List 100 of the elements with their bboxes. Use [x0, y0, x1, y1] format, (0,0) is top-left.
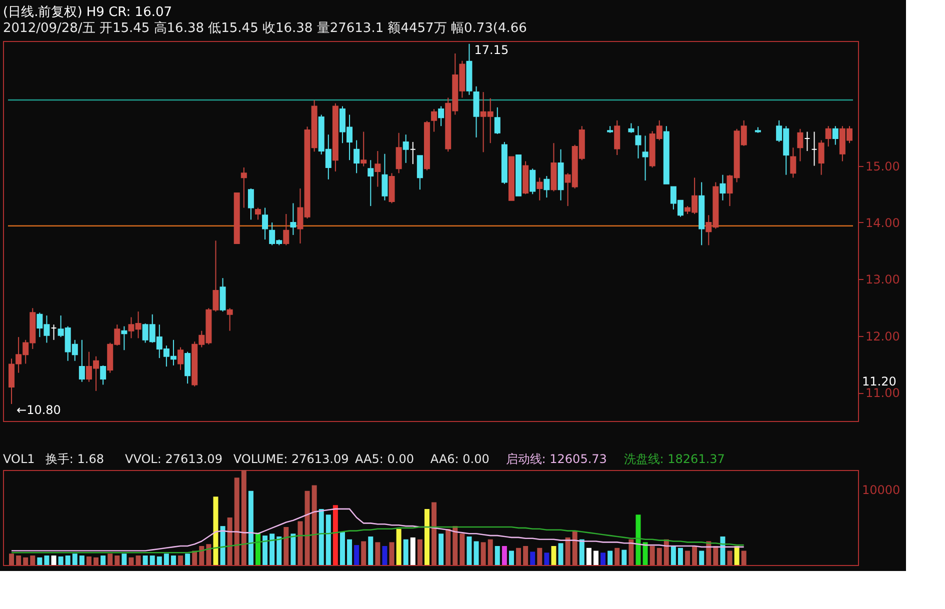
- candlestick: [354, 140, 360, 174]
- bar: [375, 542, 380, 565]
- candlestick: [262, 207, 268, 240]
- bar: [544, 552, 550, 565]
- candlestick: [431, 108, 438, 132]
- bar: [558, 543, 564, 565]
- bar: [312, 485, 317, 565]
- bar: [628, 539, 634, 565]
- bar: [741, 550, 746, 565]
- candlestick: [635, 126, 642, 159]
- bar: [170, 556, 176, 565]
- bar: [185, 554, 190, 565]
- bar: [290, 534, 296, 565]
- candlestick: [360, 131, 367, 167]
- candlestick: [544, 175, 550, 198]
- bar: [220, 526, 226, 565]
- bar: [664, 539, 669, 565]
- candlestick: [790, 147, 796, 178]
- bar: [600, 552, 606, 565]
- bar: [593, 550, 598, 565]
- bar: [150, 556, 155, 565]
- annotation: 17.15: [474, 42, 509, 57]
- bar: [488, 539, 493, 565]
- bar: [122, 554, 127, 565]
- chart-title: (日线.前复权) H9 CR: 16.07: [3, 5, 172, 20]
- bar: [636, 514, 641, 565]
- bar: [79, 556, 84, 565]
- candlestick: [832, 126, 838, 146]
- bar: [213, 496, 218, 565]
- bar: [332, 505, 338, 565]
- bar: [572, 530, 578, 565]
- bar: [94, 557, 99, 565]
- text: AA6: 0.00: [430, 452, 490, 466]
- bar: [72, 554, 78, 565]
- text: 10000: [862, 483, 900, 497]
- bar: [284, 527, 289, 565]
- candlestick: [720, 174, 726, 201]
- bar: [136, 556, 141, 565]
- text: 换手: 1.68: [45, 452, 104, 466]
- bar: [199, 546, 204, 565]
- candlestick: [374, 150, 381, 188]
- bar: [164, 554, 169, 565]
- bar: [586, 548, 592, 565]
- bar: [206, 544, 212, 565]
- bar: [670, 546, 676, 565]
- bar: [642, 542, 648, 565]
- candlestick: [382, 153, 388, 201]
- bar: [382, 546, 388, 565]
- bar: [516, 548, 522, 565]
- text: 洗盘线: 18261.37: [624, 452, 725, 466]
- bar: [579, 539, 584, 565]
- bar: [396, 528, 402, 565]
- candlestick: [797, 128, 804, 162]
- bar: [438, 534, 444, 565]
- bar: [142, 556, 148, 565]
- bar: [9, 554, 14, 565]
- candlestick: [642, 135, 648, 182]
- y-tick-label: 15.00: [866, 159, 900, 174]
- text: VOL1: [3, 452, 35, 466]
- bar: [108, 554, 113, 565]
- bar: [565, 537, 570, 565]
- bar: [227, 518, 232, 565]
- candlestick: [254, 207, 261, 220]
- candlestick: [614, 120, 620, 156]
- bar: [403, 539, 408, 565]
- candlestick: [50, 324, 57, 340]
- bar: [614, 548, 620, 565]
- text: 启动线: 12605.73: [506, 452, 607, 466]
- candlestick: [438, 106, 444, 127]
- bar: [262, 536, 268, 565]
- bar: [656, 548, 662, 565]
- y-tick-label: 12.00: [866, 329, 900, 344]
- bar: [692, 546, 698, 565]
- y-tick-label: 13.00: [866, 272, 900, 287]
- candlestick: [178, 346, 184, 370]
- bar: [86, 556, 92, 565]
- candlestick: [226, 308, 233, 332]
- candlestick: [818, 140, 824, 176]
- candlestick: [530, 168, 536, 195]
- bar: [537, 548, 542, 565]
- bar: [727, 550, 732, 565]
- candlestick: [396, 132, 402, 174]
- bar: [523, 546, 528, 565]
- candlestick: [416, 155, 423, 190]
- bar: [424, 508, 430, 565]
- candlestick: [8, 358, 15, 404]
- candlestick: [283, 213, 290, 246]
- bar: [270, 534, 275, 565]
- candlestick: [248, 188, 254, 220]
- candlestick: [825, 126, 832, 147]
- candlestick: [220, 278, 226, 312]
- bar: [389, 542, 394, 565]
- bar: [432, 502, 437, 565]
- bar: [326, 514, 331, 565]
- bar: [44, 556, 50, 565]
- bar: [100, 556, 106, 565]
- bar: [58, 556, 64, 565]
- bar: [494, 546, 500, 565]
- bar: [410, 537, 416, 565]
- bar: [128, 557, 134, 565]
